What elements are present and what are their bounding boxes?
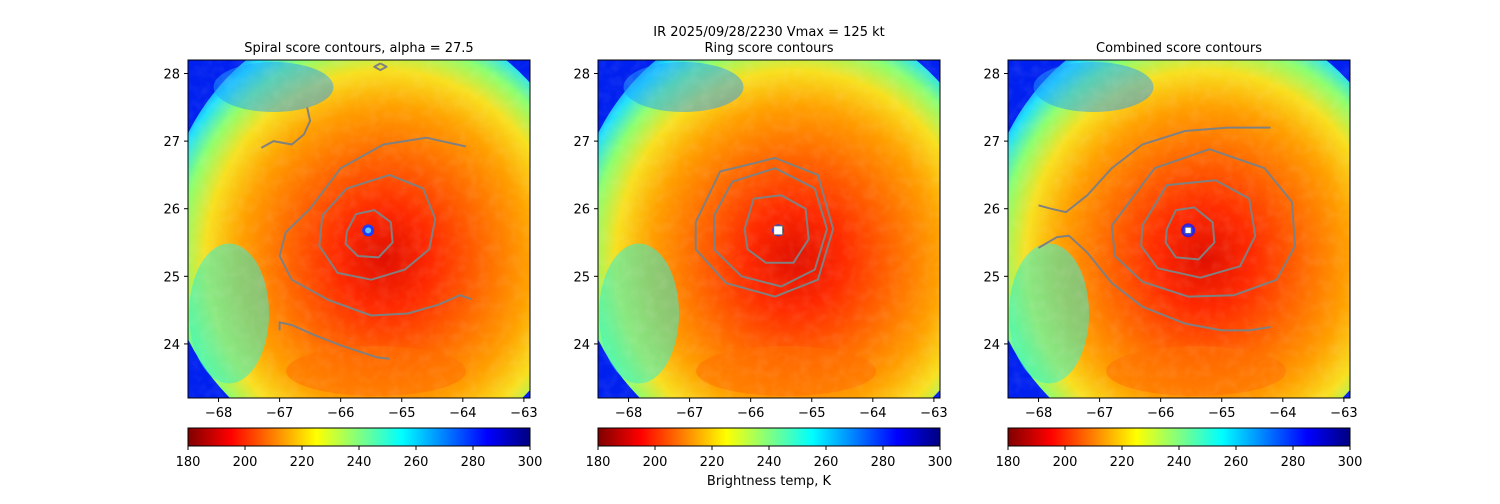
figure-suptitle-line1: IR 2025/09/28/2230 Vmax = 125 kt xyxy=(653,25,884,40)
colorbar-tick-label: 180 xyxy=(176,455,201,470)
x-tick-label: −63 xyxy=(1330,406,1357,421)
axes-frame xyxy=(187,59,531,399)
panels: Spiral score contours, alpha = 27.5 −68 −6… xyxy=(163,41,1363,470)
x-tick-label: −66 xyxy=(1147,406,1174,421)
colorbar-tick-label: 280 xyxy=(871,455,896,470)
colorbar-tick-label: 220 xyxy=(700,455,725,470)
x-tick-label: −63 xyxy=(920,406,947,421)
colorbar xyxy=(187,427,531,447)
ir-image xyxy=(1008,60,1350,398)
x-tick-label: −68 xyxy=(615,406,642,421)
y-tick-label: 25 xyxy=(983,270,1000,285)
y-tick-label: 25 xyxy=(163,270,180,285)
colorbar-tick-label: 300 xyxy=(928,455,953,470)
colorbar-tick-label: 260 xyxy=(404,455,429,470)
x-tick-label: −66 xyxy=(737,406,764,421)
contour-line xyxy=(713,167,828,288)
image-texture xyxy=(1008,60,1350,398)
colorbar-tick-label: 240 xyxy=(757,455,782,470)
y-tick-label: 27 xyxy=(573,135,590,150)
contour-line xyxy=(1037,234,1271,332)
colorbar-tick-label: 240 xyxy=(1167,455,1192,470)
x-tick-label: −66 xyxy=(327,406,354,421)
contour-line xyxy=(260,107,312,149)
y-tick-label: 27 xyxy=(983,135,1000,150)
contour-line xyxy=(344,209,394,259)
y-tick-label: 24 xyxy=(163,338,180,353)
contour-line xyxy=(373,62,388,72)
contour-line xyxy=(1110,148,1296,298)
contour-line xyxy=(1038,126,1271,214)
y-tick-label: 26 xyxy=(163,203,180,218)
contours xyxy=(260,62,473,360)
colorbar-label: Brightness temp, K xyxy=(707,474,832,489)
contours xyxy=(1037,126,1296,332)
image-texture xyxy=(598,60,940,398)
contour-line xyxy=(743,194,810,264)
colorbar-tick-label: 200 xyxy=(643,455,668,470)
storm-eye-core xyxy=(365,227,372,234)
colorbar-tick-label: 280 xyxy=(1281,455,1306,470)
y-tick-label: 24 xyxy=(573,338,590,353)
contour-line xyxy=(309,136,467,210)
x-tick-label: −64 xyxy=(859,406,886,421)
y-tick-label: 25 xyxy=(573,270,590,285)
y-tick-label: 28 xyxy=(163,68,180,83)
colorbar-tick-label: 300 xyxy=(1338,455,1363,470)
y-tick-label: 28 xyxy=(983,68,1000,83)
y-tick-label: 26 xyxy=(573,203,590,218)
x-tick-label: −65 xyxy=(388,406,415,421)
colorbar-tick-label: 240 xyxy=(347,455,372,470)
axes-frame xyxy=(1007,59,1351,399)
y-tick-label: 24 xyxy=(983,338,1000,353)
colorbar-tick-label: 180 xyxy=(996,455,1021,470)
center-marker-square xyxy=(773,225,784,236)
panel-title: Combined score contours xyxy=(1096,41,1262,56)
panel-2: Ring score contours −68 −67 −66 −65 −64 −63 24 2… xyxy=(573,41,953,470)
x-tick-label: −67 xyxy=(1086,406,1113,421)
x-tick-label: −68 xyxy=(205,406,232,421)
colorbar-tick-label: 220 xyxy=(290,455,315,470)
colorbar-tick-label: 300 xyxy=(518,455,543,470)
y-tick-label: 27 xyxy=(163,135,180,150)
x-tick-label: −65 xyxy=(1208,406,1235,421)
x-tick-label: −63 xyxy=(510,406,537,421)
axes-frame xyxy=(597,59,941,399)
ir-image xyxy=(188,60,530,398)
x-tick-label: −68 xyxy=(1025,406,1052,421)
colorbar-tick-label: 200 xyxy=(233,455,258,470)
contour-line xyxy=(1140,179,1257,279)
x-tick-label: −65 xyxy=(798,406,825,421)
y-tick-label: 28 xyxy=(573,68,590,83)
ir-image xyxy=(598,60,940,398)
panel-title: Spiral score contours, alpha = 27.5 xyxy=(244,41,473,56)
colorbar-tick-label: 280 xyxy=(461,455,486,470)
colorbar-tick-label: 260 xyxy=(1224,455,1249,470)
colorbar-tick-label: 220 xyxy=(1110,455,1135,470)
contour-line xyxy=(278,321,390,360)
panel-1: Spiral score contours, alpha = 27.5 −68 −6… xyxy=(163,41,543,470)
colorbar-tick-label: 180 xyxy=(586,455,611,470)
contour-line xyxy=(694,157,835,298)
x-tick-label: −64 xyxy=(1269,406,1296,421)
x-tick-label: −67 xyxy=(676,406,703,421)
contour-line xyxy=(1164,206,1216,261)
center-marker-square xyxy=(1184,226,1192,234)
colorbar xyxy=(597,427,941,447)
x-tick-label: −64 xyxy=(449,406,476,421)
contours xyxy=(694,157,835,298)
panel-title: Ring score contours xyxy=(704,41,833,56)
contour-line xyxy=(318,173,437,281)
colorbar-tick-label: 200 xyxy=(1053,455,1078,470)
center-marker-circle xyxy=(1181,223,1196,238)
panel-3: Combined score contours −68 −67 −66 −65 −64 −6… xyxy=(983,41,1363,470)
x-tick-label: −67 xyxy=(266,406,293,421)
colorbar xyxy=(1007,427,1351,447)
y-tick-label: 26 xyxy=(983,203,1000,218)
colorbar-tick-label: 260 xyxy=(814,455,839,470)
image-texture xyxy=(188,60,530,398)
contour-line xyxy=(278,207,473,317)
